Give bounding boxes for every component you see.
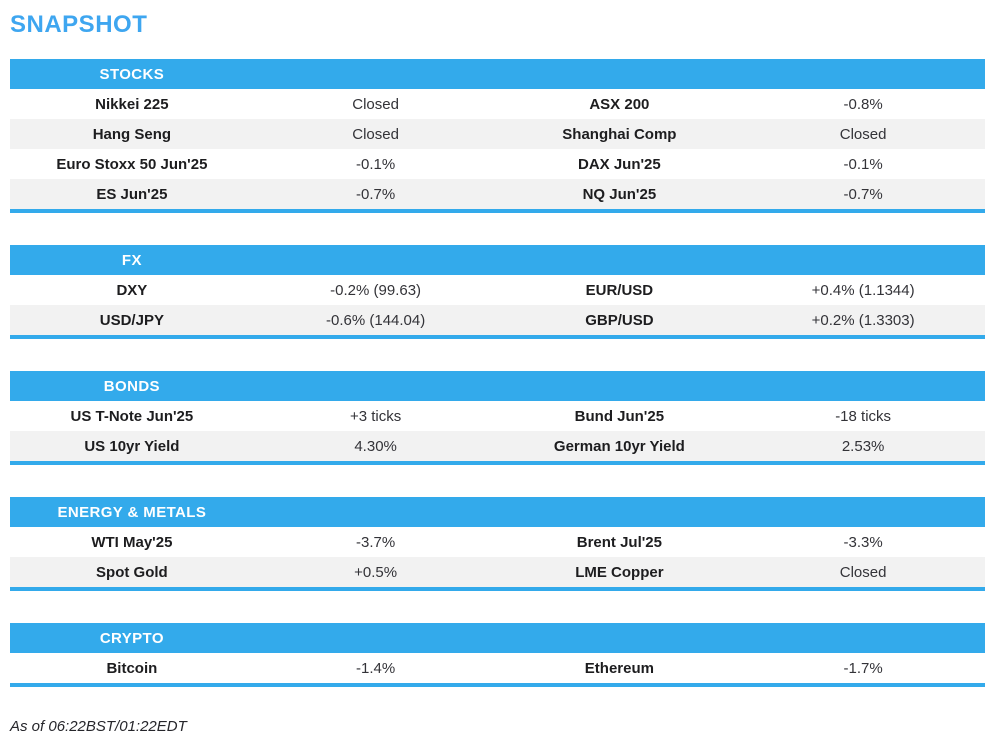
table-row: Bitcoin -1.4% Ethereum -1.7% xyxy=(10,653,985,683)
table-row: USD/JPY -0.6% (144.04) GBP/USD +0.2% (1.… xyxy=(10,305,985,335)
section-crypto: CRYPTO Bitcoin -1.4% Ethereum -1.7% xyxy=(10,623,985,687)
asset-name: USD/JPY xyxy=(99,311,164,329)
table-row: Hang Seng Closed Shanghai Comp Closed xyxy=(10,119,985,149)
asset-value: -0.8% xyxy=(843,95,883,113)
table-row: WTI May'25 -3.7% Brent Jul'25 -3.3% xyxy=(10,527,985,557)
section-header-stocks: STOCKS xyxy=(10,59,985,89)
section-header-fx: FX xyxy=(10,245,985,275)
asset-name: Bund Jun'25 xyxy=(574,407,665,425)
asset-value: -18 ticks xyxy=(835,407,892,425)
asset-name: ASX 200 xyxy=(589,95,650,113)
asset-value: -0.1% xyxy=(843,155,883,173)
asset-value: -0.1% xyxy=(356,155,396,173)
asset-name: Nikkei 225 xyxy=(95,95,169,113)
table-row: Euro Stoxx 50 Jun'25 -0.1% DAX Jun'25 -0… xyxy=(10,149,985,179)
asset-name: Brent Jul'25 xyxy=(576,533,662,551)
asset-value: +0.5% xyxy=(354,563,398,581)
asset-value: -0.2% (99.63) xyxy=(330,281,422,299)
asset-value: -3.7% xyxy=(356,533,396,551)
section-header-label: ENERGY & METALS xyxy=(57,503,207,521)
asset-value: 2.53% xyxy=(841,437,885,455)
timestamp-note: As of 06:22BST/01:22EDT xyxy=(10,718,187,735)
section-stocks: STOCKS Nikkei 225 Closed ASX 200 -0.8% H… xyxy=(10,59,985,213)
asset-name: WTI May'25 xyxy=(91,533,173,551)
asset-value: 4.30% xyxy=(354,437,397,455)
asset-value: -1.7% xyxy=(843,659,883,677)
asset-name: German 10yr Yield xyxy=(553,437,685,455)
table-row: US 10yr Yield 4.30% German 10yr Yield 2.… xyxy=(10,431,985,461)
section-header-label: CRYPTO xyxy=(99,629,164,647)
section-header-label: STOCKS xyxy=(99,65,165,83)
table-row: Spot Gold +0.5% LME Copper Closed xyxy=(10,557,985,587)
asset-name: LME Copper xyxy=(575,563,664,581)
asset-name: GBP/USD xyxy=(585,311,654,329)
asset-name: DXY xyxy=(116,281,148,299)
asset-value: +0.2% (1.3303) xyxy=(811,311,915,329)
asset-name: Hang Seng xyxy=(92,125,172,143)
asset-value: Closed xyxy=(352,125,399,143)
section-header-label: FX xyxy=(121,251,142,269)
asset-value: Closed xyxy=(839,563,887,581)
asset-name: Bitcoin xyxy=(106,659,158,677)
table-row: Nikkei 225 Closed ASX 200 -0.8% xyxy=(10,89,985,119)
section-header-label: BONDS xyxy=(103,377,160,395)
section-fx: FX DXY -0.2% (99.63) EUR/USD +0.4% (1.13… xyxy=(10,245,985,339)
asset-value: Closed xyxy=(839,125,887,143)
asset-value: -1.4% xyxy=(356,659,396,677)
table-row: ES Jun'25 -0.7% NQ Jun'25 -0.7% xyxy=(10,179,985,209)
asset-value: Closed xyxy=(352,95,399,113)
asset-name: Spot Gold xyxy=(96,563,168,581)
asset-value: -0.6% (144.04) xyxy=(326,311,426,329)
asset-name: Shanghai Comp xyxy=(562,125,677,143)
asset-name: DAX Jun'25 xyxy=(577,155,661,173)
section-header-energy-metals: ENERGY & METALS xyxy=(10,497,985,527)
asset-value: -3.3% xyxy=(843,533,883,551)
asset-name: US T-Note Jun'25 xyxy=(70,407,194,425)
asset-name: ES Jun'25 xyxy=(96,185,168,203)
asset-name: US 10yr Yield xyxy=(84,437,180,455)
asset-name: Ethereum xyxy=(584,659,654,677)
table-row: DXY -0.2% (99.63) EUR/USD +0.4% (1.1344) xyxy=(10,275,985,305)
asset-value: +3 ticks xyxy=(349,407,402,425)
section-energy-metals: ENERGY & METALS WTI May'25 -3.7% Brent J… xyxy=(10,497,985,591)
page-title: SNAPSHOT xyxy=(10,11,148,38)
section-header-bonds: BONDS xyxy=(10,371,985,401)
section-bonds: BONDS US T-Note Jun'25 +3 ticks Bund Jun… xyxy=(10,371,985,465)
asset-value: -0.7% xyxy=(356,185,396,203)
asset-name: NQ Jun'25 xyxy=(582,185,657,203)
snapshot-page: SNAPSHOT STOCKS Nikkei 225 Closed ASX 20… xyxy=(10,0,985,735)
asset-name: EUR/USD xyxy=(585,281,654,299)
asset-name: Euro Stoxx 50 Jun'25 xyxy=(56,155,208,173)
asset-value: +0.4% (1.1344) xyxy=(811,281,915,299)
table-row: US T-Note Jun'25 +3 ticks Bund Jun'25 -1… xyxy=(10,401,985,431)
asset-value: -0.7% xyxy=(843,185,883,203)
section-header-crypto: CRYPTO xyxy=(10,623,985,653)
